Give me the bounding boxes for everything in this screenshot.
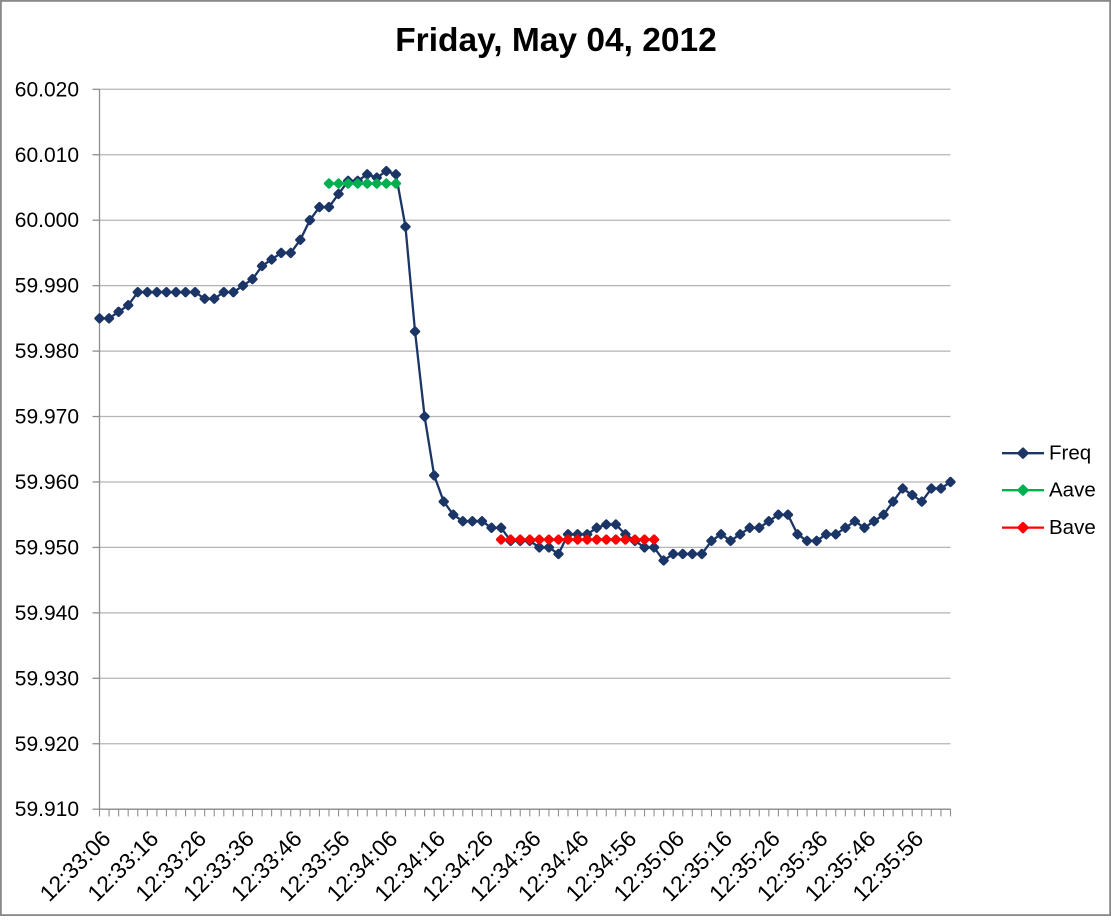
svg-text:Freq: Freq	[1049, 442, 1091, 465]
svg-text:59.980: 59.980	[15, 340, 79, 363]
svg-text:59.990: 59.990	[15, 275, 79, 298]
svg-text:59.940: 59.940	[15, 602, 79, 625]
svg-text:59.950: 59.950	[15, 536, 79, 559]
svg-text:60.000: 60.000	[15, 209, 79, 232]
svg-text:59.960: 59.960	[15, 471, 79, 494]
svg-text:Aave: Aave	[1049, 479, 1096, 502]
svg-text:59.930: 59.930	[15, 667, 79, 690]
svg-text:Bave: Bave	[1049, 516, 1096, 539]
svg-text:60.010: 60.010	[15, 144, 79, 167]
svg-text:60.020: 60.020	[15, 78, 79, 101]
svg-text:59.920: 59.920	[15, 733, 79, 756]
svg-text:Friday, May 04, 2012: Friday, May 04, 2012	[395, 22, 717, 59]
svg-text:59.910: 59.910	[15, 798, 79, 821]
svg-text:59.970: 59.970	[15, 406, 79, 429]
